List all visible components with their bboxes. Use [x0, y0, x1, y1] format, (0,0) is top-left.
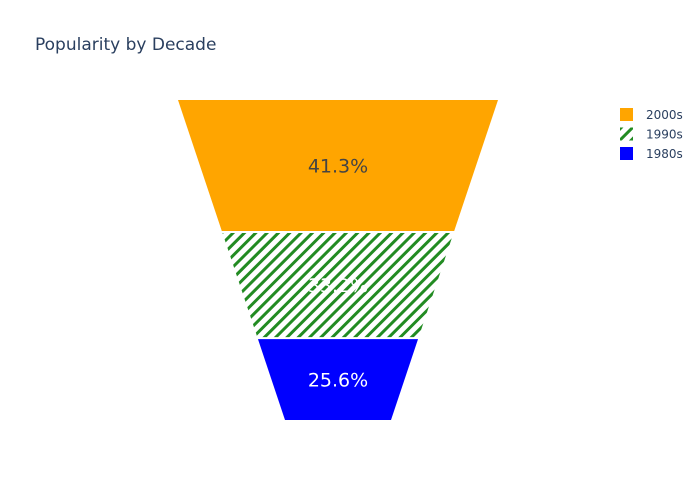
legend-item-1990s[interactable]: 1990s	[620, 127, 683, 142]
segment-label-1990s: 33.2%	[308, 275, 368, 297]
funnel-segments	[178, 100, 498, 420]
legend-item-1980s[interactable]: 1980s	[620, 147, 683, 161]
funnel-segment-1990s	[222, 233, 454, 338]
legend-label-2000s: 2000s	[646, 108, 683, 122]
legend-item-2000s[interactable]: 2000s	[620, 108, 683, 122]
segment-label-2000s: 41.3%	[308, 156, 368, 178]
legend-swatch-1980s	[620, 147, 633, 160]
legend: 2000s 1990s 1980s	[620, 108, 683, 161]
funnel-segment-1980s	[257, 339, 419, 420]
segment-label-1980s: 25.6%	[308, 370, 368, 392]
legend-swatch-1990s	[620, 127, 633, 141]
segment-labels: 41.3% 33.2% 25.6%	[308, 156, 368, 392]
legend-swatch-2000s	[620, 108, 633, 121]
funnel-segment-2000s	[178, 100, 498, 232]
legend-label-1990s: 1990s	[646, 128, 683, 142]
legend-label-1980s: 1980s	[646, 147, 683, 161]
chart-title: Popularity by Decade	[35, 35, 216, 55]
